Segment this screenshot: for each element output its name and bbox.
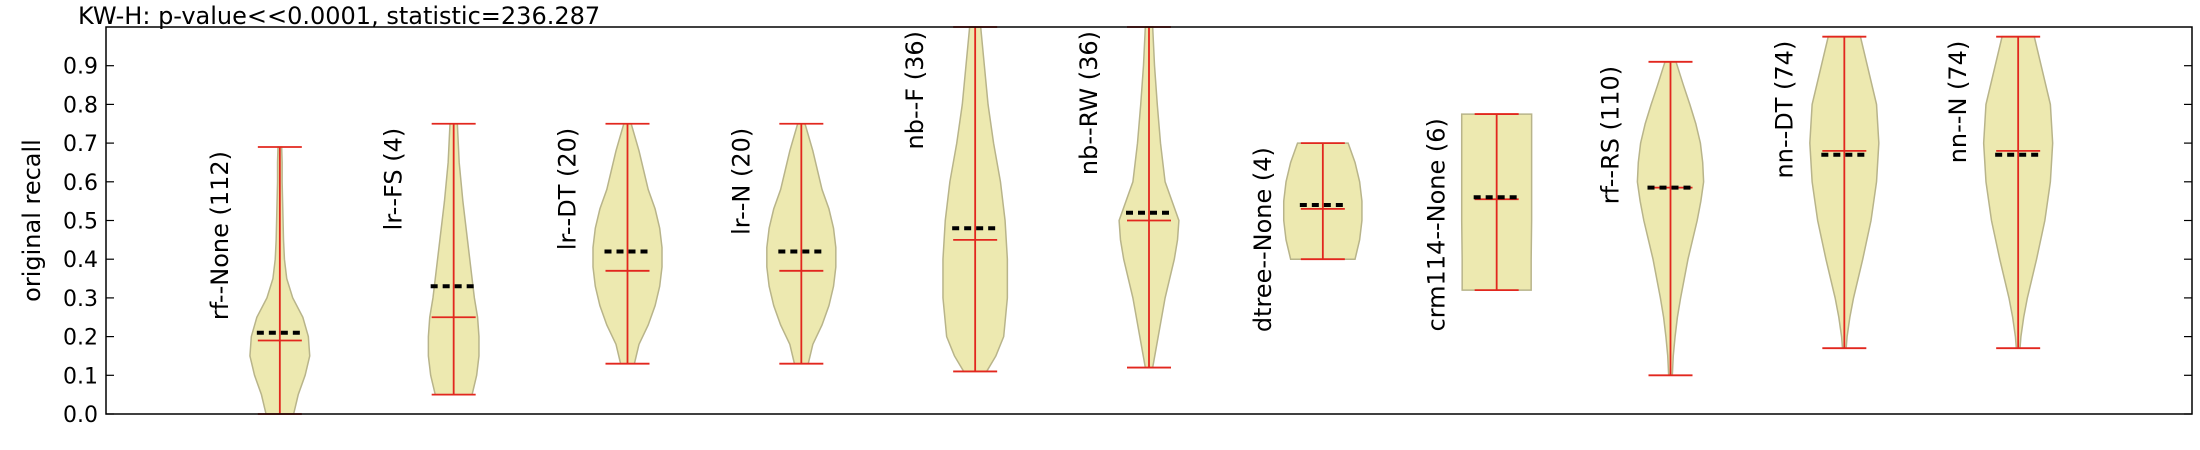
category-label: nn--DT (74) <box>1770 41 1798 179</box>
y-tick-label: 0.7 <box>63 132 98 157</box>
y-tick-label: 0.5 <box>63 210 98 235</box>
chart-title: KW-H: p-value<<0.0001, statistic=236.287 <box>78 2 600 30</box>
y-tick-label: 0.4 <box>63 248 98 273</box>
violin-group: lr--N (20) <box>727 122 837 365</box>
y-tick-label: 0.6 <box>63 171 98 196</box>
y-tick-label: 0.3 <box>63 287 98 312</box>
category-label: rf--None (112) <box>206 151 234 320</box>
violin-group: nb--F (36) <box>901 26 1009 373</box>
category-label: lr--FS (4) <box>380 128 408 231</box>
plot-frame <box>105 26 2193 415</box>
category-label: nb--RW (36) <box>1075 31 1103 175</box>
violin-group: nn--DT (74) <box>1770 35 1880 350</box>
violin-group: nn--N (74) <box>1944 35 2054 350</box>
violin-group: rf--RS (110) <box>1597 60 1705 377</box>
violin-group: crm114--None (6) <box>1423 113 1533 331</box>
category-label: lr--N (20) <box>727 128 755 235</box>
violin-group: lr--FS (4) <box>380 122 480 396</box>
y-tick-label: 0.0 <box>63 403 98 428</box>
y-tick-label: 0.1 <box>63 364 98 389</box>
violin-group: nb--RW (36) <box>1075 26 1180 369</box>
y-tick-label: 0.9 <box>63 55 98 80</box>
violin-group: dtree--None (4) <box>1249 142 1363 332</box>
y-tick-label: 0.8 <box>63 93 98 118</box>
category-label: lr--DT (20) <box>554 128 582 250</box>
y-axis-label: original recall <box>18 139 46 302</box>
y-tick-label: 0.2 <box>63 326 98 351</box>
category-label: crm114--None (6) <box>1423 118 1451 331</box>
violin-group: lr--DT (20) <box>554 122 663 365</box>
category-label: nn--N (74) <box>1944 41 1972 164</box>
category-label: dtree--None (4) <box>1249 147 1277 332</box>
violin-group: rf--None (112) <box>206 146 311 415</box>
plot-area: 0.0 0.1 0.2 0.3 0.4 0.5 0.6 0.7 0.8 0.9 rf--None (… <box>63 26 2192 428</box>
category-label: rf--RS (110) <box>1597 66 1625 204</box>
category-label: nb--F (36) <box>901 31 929 149</box>
